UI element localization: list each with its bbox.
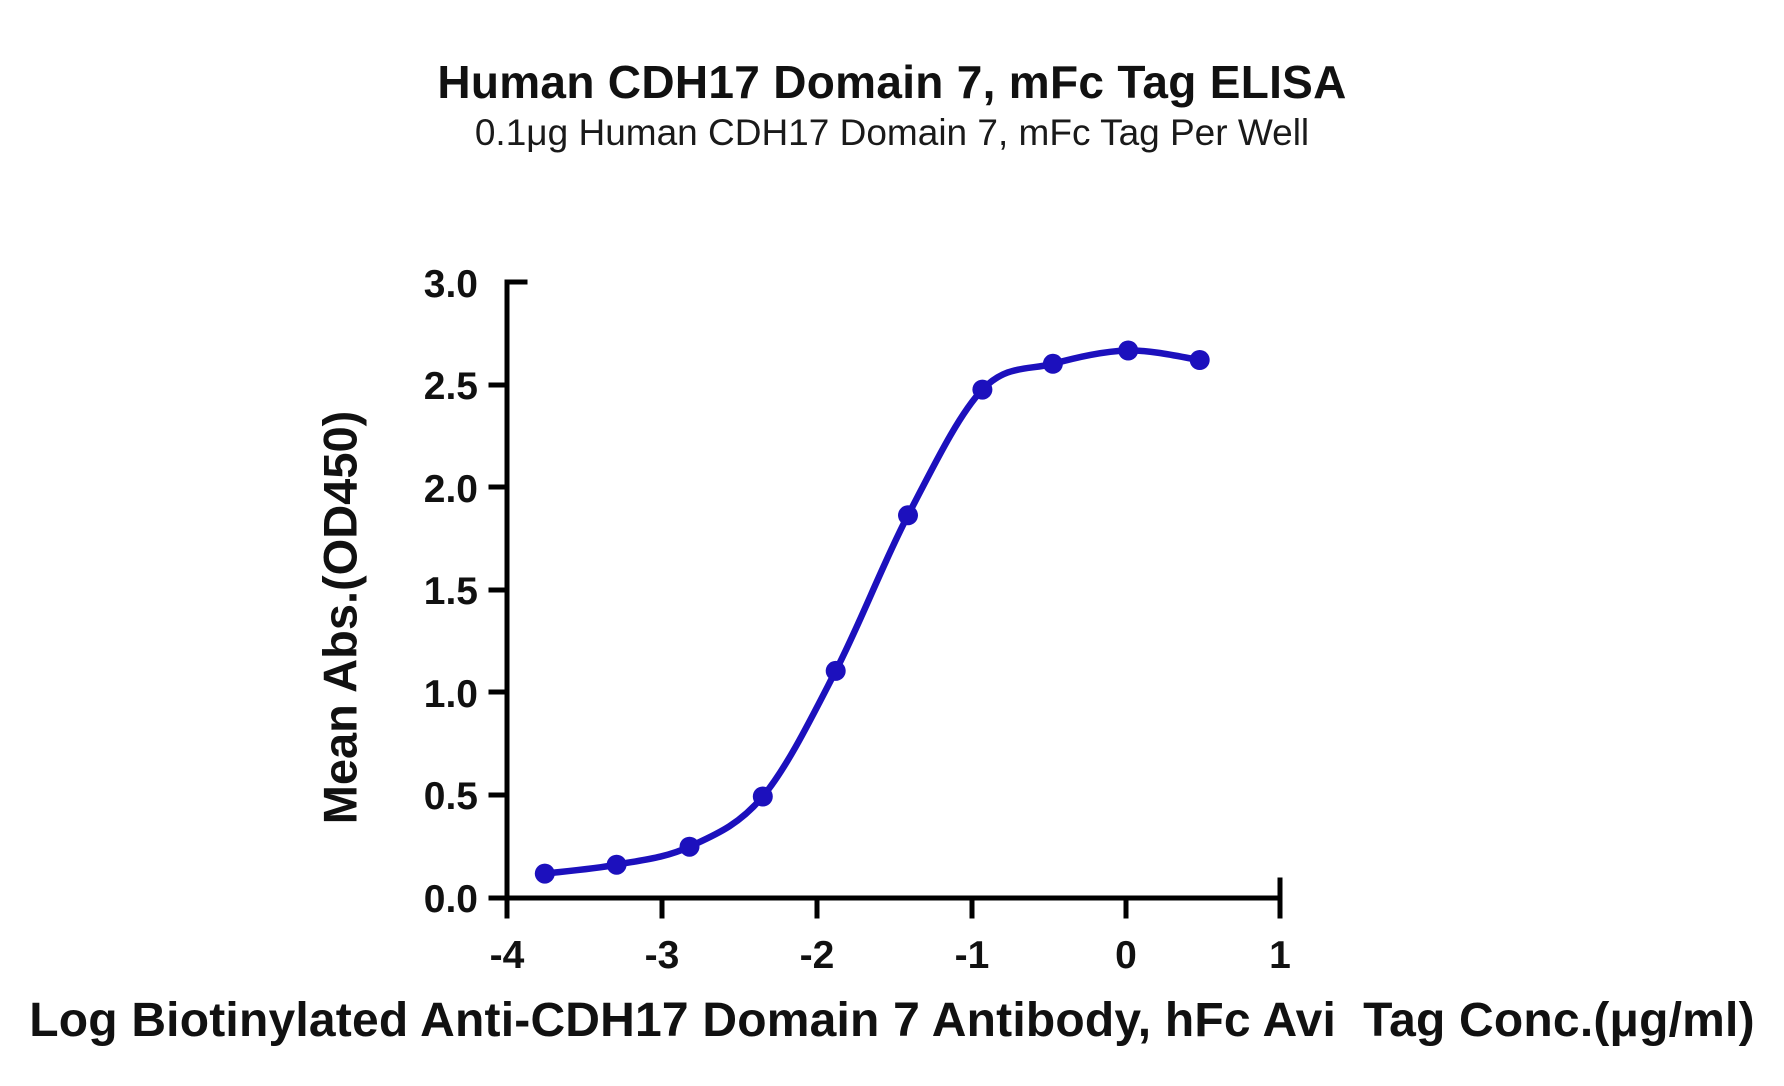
- svg-text:3.0: 3.0: [424, 263, 478, 306]
- svg-text:0.5: 0.5: [424, 775, 478, 818]
- svg-text:-4: -4: [490, 934, 525, 977]
- svg-text:1: 1: [1269, 934, 1291, 977]
- svg-text:0: 0: [1115, 934, 1137, 977]
- svg-text:-1: -1: [955, 934, 990, 977]
- svg-text:-3: -3: [645, 934, 680, 977]
- svg-text:1.5: 1.5: [424, 570, 478, 613]
- svg-text:1.0: 1.0: [424, 673, 478, 716]
- svg-text:2.5: 2.5: [424, 365, 478, 408]
- svg-text:2.0: 2.0: [424, 468, 478, 511]
- svg-text:-2: -2: [800, 934, 835, 977]
- svg-text:0.0: 0.0: [424, 878, 478, 921]
